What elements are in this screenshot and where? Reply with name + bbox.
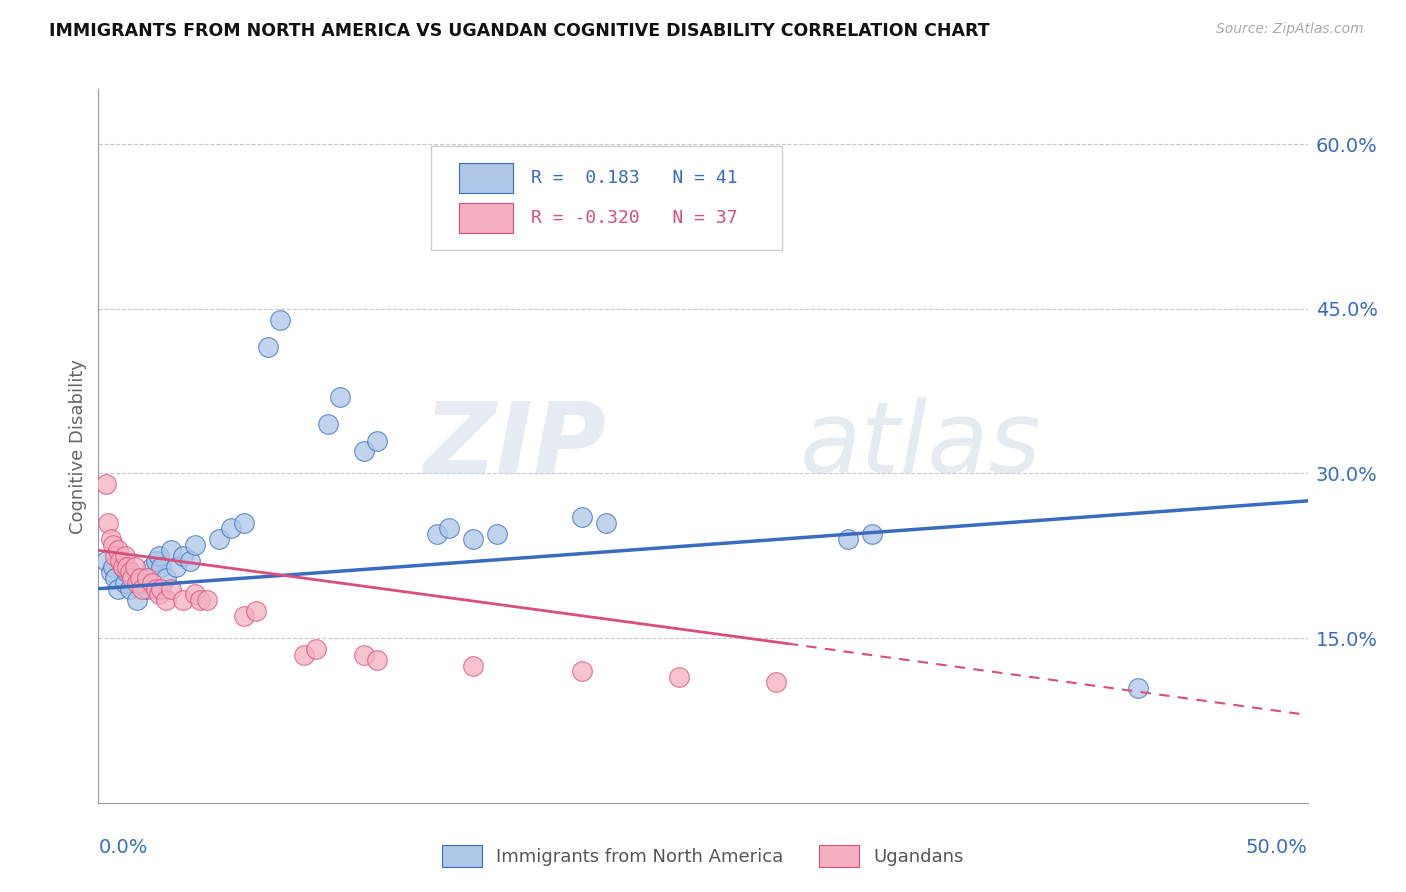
Point <box>1128 681 1150 695</box>
Text: 50.0%: 50.0% <box>1246 838 1308 857</box>
Point <box>94 477 117 491</box>
Point <box>353 444 375 458</box>
FancyBboxPatch shape <box>458 162 513 193</box>
Point <box>165 559 187 574</box>
Point <box>148 587 170 601</box>
Point <box>221 521 243 535</box>
Point <box>486 526 509 541</box>
Point <box>124 559 146 574</box>
Point <box>97 516 120 530</box>
Point <box>117 559 139 574</box>
Text: R = -0.320   N = 37: R = -0.320 N = 37 <box>531 210 738 227</box>
Point <box>145 582 167 596</box>
Point <box>316 417 339 431</box>
Point <box>668 669 690 683</box>
Point <box>366 434 388 448</box>
Point <box>101 538 124 552</box>
Point <box>94 554 117 568</box>
FancyBboxPatch shape <box>432 146 782 250</box>
Point <box>765 675 787 690</box>
Point <box>426 526 449 541</box>
Point <box>104 549 127 563</box>
Point <box>256 340 278 354</box>
Point <box>463 658 485 673</box>
Point <box>269 312 291 326</box>
Point <box>571 510 593 524</box>
Point <box>114 576 136 591</box>
Point <box>141 576 163 591</box>
Point <box>100 566 122 580</box>
Point <box>571 664 593 678</box>
Point <box>329 390 352 404</box>
Point <box>208 533 231 547</box>
Point <box>150 559 173 574</box>
Point <box>292 648 315 662</box>
Point <box>184 538 207 552</box>
Point <box>114 549 136 563</box>
Point <box>172 549 194 563</box>
Point <box>366 653 388 667</box>
Point <box>305 642 328 657</box>
Text: atlas: atlas <box>800 398 1042 494</box>
Point <box>124 571 146 585</box>
Point <box>107 543 129 558</box>
Point <box>111 559 134 574</box>
Text: ZIP: ZIP <box>423 398 606 494</box>
Point <box>184 587 207 601</box>
Point <box>145 554 167 568</box>
Point <box>100 533 122 547</box>
Point <box>128 571 150 585</box>
Point <box>141 559 163 574</box>
Point <box>232 516 254 530</box>
Point <box>595 516 617 530</box>
Text: R =  0.183   N = 41: R = 0.183 N = 41 <box>531 169 738 186</box>
Point <box>232 609 254 624</box>
Y-axis label: Cognitive Disability: Cognitive Disability <box>69 359 87 533</box>
Point <box>131 576 153 591</box>
Point <box>160 582 183 596</box>
FancyBboxPatch shape <box>458 203 513 234</box>
Point <box>463 533 485 547</box>
Point <box>172 592 194 607</box>
Point <box>148 549 170 563</box>
Point <box>104 571 127 585</box>
Point <box>117 566 139 580</box>
Point <box>101 559 124 574</box>
Point <box>860 526 883 541</box>
Point <box>837 533 859 547</box>
Point <box>353 648 375 662</box>
Point <box>135 571 157 585</box>
Point <box>118 582 141 596</box>
Point <box>160 543 183 558</box>
Point <box>150 582 173 596</box>
Point <box>127 576 149 591</box>
Point <box>135 582 157 596</box>
Point <box>127 592 149 607</box>
Text: 0.0%: 0.0% <box>98 838 148 857</box>
Point <box>179 554 201 568</box>
Point <box>108 554 131 568</box>
Text: Source: ZipAtlas.com: Source: ZipAtlas.com <box>1216 22 1364 37</box>
Point <box>245 604 267 618</box>
Point <box>437 521 460 535</box>
Point <box>111 559 134 574</box>
Point <box>188 592 211 607</box>
Point <box>155 592 177 607</box>
Point <box>131 582 153 596</box>
Legend: Immigrants from North America, Ugandans: Immigrants from North America, Ugandans <box>433 836 973 876</box>
Point <box>107 582 129 596</box>
Point <box>118 566 141 580</box>
Point <box>121 571 143 585</box>
Text: IMMIGRANTS FROM NORTH AMERICA VS UGANDAN COGNITIVE DISABILITY CORRELATION CHART: IMMIGRANTS FROM NORTH AMERICA VS UGANDAN… <box>49 22 990 40</box>
Point <box>195 592 218 607</box>
Point <box>155 571 177 585</box>
